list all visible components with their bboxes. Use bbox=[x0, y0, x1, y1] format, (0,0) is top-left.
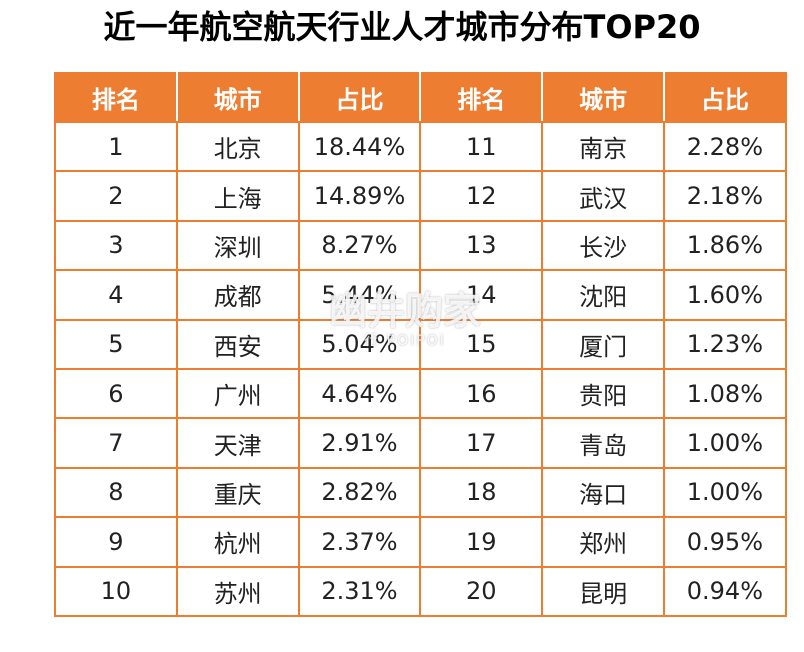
table-row: 2 上海 14.89% 12 武汉 2.18% bbox=[54, 170, 787, 222]
table-row: 5 西安 5.04% 15 厦门 1.23% bbox=[54, 318, 787, 370]
cell-city-left: 广州 bbox=[175, 367, 300, 420]
cell-share-left: 8.27% bbox=[297, 219, 422, 272]
cell-city-right: 南京 bbox=[541, 120, 665, 173]
cell-rank-left: 7 bbox=[54, 417, 178, 469]
cell-city-left: 北京 bbox=[175, 120, 300, 173]
cell-city-right: 郑州 bbox=[541, 516, 665, 568]
cell-rank-left: 6 bbox=[54, 367, 178, 420]
table-row: 1 北京 18.44% 11 南京 2.28% bbox=[54, 120, 787, 173]
header-rank-right: 排名 bbox=[419, 72, 544, 123]
cell-city-right: 青岛 bbox=[541, 417, 665, 469]
table-row: 10 苏州 2.31% 20 昆明 0.94% bbox=[54, 565, 787, 617]
cell-city-right: 海口 bbox=[541, 466, 665, 519]
cell-rank-left: 4 bbox=[54, 269, 178, 321]
cell-rank-left: 8 bbox=[54, 466, 178, 519]
table-row: 9 杭州 2.37% 19 郑州 0.95% bbox=[54, 516, 787, 568]
cell-share-left: 5.44% bbox=[297, 269, 422, 321]
cell-share-left: 2.37% bbox=[297, 516, 422, 568]
city-distribution-table: 排名 城市 占比 排名 城市 占比 1 北京 18.44% 11 南京 2.28% 2 上海 1… bbox=[54, 72, 787, 617]
table-row: 4 成都 5.44% 14 沈阳 1.60% bbox=[54, 269, 787, 321]
cell-rank-right: 13 bbox=[419, 219, 544, 272]
cell-rank-right: 20 bbox=[419, 565, 544, 617]
cell-city-left: 天津 bbox=[175, 417, 300, 469]
cell-share-right: 1.86% bbox=[662, 219, 787, 272]
cell-share-left: 4.64% bbox=[297, 367, 422, 420]
cell-city-left: 上海 bbox=[175, 170, 300, 222]
cell-rank-right: 16 bbox=[419, 367, 544, 420]
header-city-right: 城市 bbox=[541, 72, 665, 123]
cell-rank-left: 9 bbox=[54, 516, 178, 568]
cell-share-right: 2.28% bbox=[662, 120, 787, 173]
cell-share-right: 1.23% bbox=[662, 318, 787, 370]
cell-city-left: 重庆 bbox=[175, 466, 300, 519]
cell-city-left: 成都 bbox=[175, 269, 300, 321]
cell-share-right: 1.00% bbox=[662, 466, 787, 519]
cell-share-right: 1.60% bbox=[662, 269, 787, 321]
header-rank-left: 排名 bbox=[54, 72, 178, 123]
cell-rank-right: 15 bbox=[419, 318, 544, 370]
table-row: 3 深圳 8.27% 13 长沙 1.86% bbox=[54, 219, 787, 272]
table-row: 7 天津 2.91% 17 青岛 1.00% bbox=[54, 417, 787, 469]
cell-share-left: 14.89% bbox=[297, 170, 422, 222]
cell-city-right: 贵阳 bbox=[541, 367, 665, 420]
cell-rank-right: 19 bbox=[419, 516, 544, 568]
header-share-right: 占比 bbox=[662, 72, 787, 123]
header-share-left: 占比 bbox=[297, 72, 422, 123]
cell-rank-right: 17 bbox=[419, 417, 544, 469]
table-row: 6 广州 4.64% 16 贵阳 1.08% bbox=[54, 367, 787, 420]
page-title: 近一年航空航天行业人才城市分布TOP20 bbox=[103, 8, 701, 46]
cell-city-right: 长沙 bbox=[541, 219, 665, 272]
cell-rank-right: 12 bbox=[419, 170, 544, 222]
cell-city-left: 杭州 bbox=[175, 516, 300, 568]
cell-rank-left: 3 bbox=[54, 219, 178, 272]
table-header-row: 排名 城市 占比 排名 城市 占比 bbox=[54, 72, 787, 123]
cell-share-right: 1.08% bbox=[662, 367, 787, 420]
cell-city-right: 昆明 bbox=[541, 565, 665, 617]
cell-share-left: 2.91% bbox=[297, 417, 422, 469]
cell-rank-right: 18 bbox=[419, 466, 544, 519]
cell-city-left: 西安 bbox=[175, 318, 300, 370]
cell-city-right: 厦门 bbox=[541, 318, 665, 370]
cell-rank-left: 1 bbox=[54, 120, 178, 173]
cell-rank-left: 5 bbox=[54, 318, 178, 370]
table-row: 8 重庆 2.82% 18 海口 1.00% bbox=[54, 466, 787, 519]
cell-rank-left: 10 bbox=[54, 565, 178, 617]
cell-city-left: 深圳 bbox=[175, 219, 300, 272]
cell-share-left: 18.44% bbox=[297, 120, 422, 173]
cell-share-right: 0.94% bbox=[662, 565, 787, 617]
cell-rank-right: 14 bbox=[419, 269, 544, 321]
header-city-left: 城市 bbox=[175, 72, 300, 123]
cell-city-right: 沈阳 bbox=[541, 269, 665, 321]
cell-share-left: 2.82% bbox=[297, 466, 422, 519]
cell-rank-right: 11 bbox=[419, 120, 544, 173]
cell-share-left: 5.04% bbox=[297, 318, 422, 370]
cell-share-left: 2.31% bbox=[297, 565, 422, 617]
cell-share-right: 0.95% bbox=[662, 516, 787, 568]
cell-rank-left: 2 bbox=[54, 170, 178, 222]
cell-share-right: 2.18% bbox=[662, 170, 787, 222]
cell-city-left: 苏州 bbox=[175, 565, 300, 617]
cell-share-right: 1.00% bbox=[662, 417, 787, 469]
cell-city-right: 武汉 bbox=[541, 170, 665, 222]
